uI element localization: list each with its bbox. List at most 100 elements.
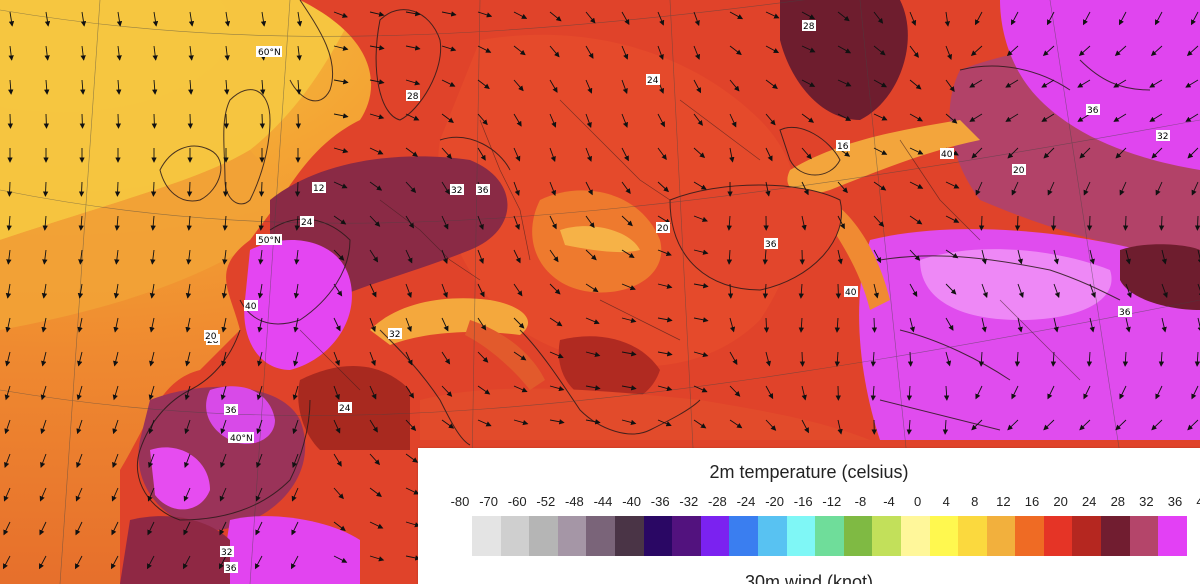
wind-arrow <box>621 283 636 291</box>
pale-desert-zone <box>920 249 1112 320</box>
wind-arrow <box>693 147 706 159</box>
wind-arrow <box>513 79 524 92</box>
wind-arrow <box>259 113 266 129</box>
mediterranean <box>420 388 870 440</box>
wind-arrow <box>293 351 299 367</box>
contour-label: 36 <box>764 238 778 250</box>
contour-label: 28 <box>802 20 816 32</box>
wind-arrow <box>835 283 842 299</box>
wind-arrow <box>693 11 700 27</box>
wind-arrow <box>693 351 709 358</box>
contour-label: 12 <box>312 182 326 194</box>
wind-arrow <box>405 215 414 229</box>
wind-arrow <box>291 521 299 536</box>
wind-arrow <box>333 249 345 261</box>
wind-arrow <box>150 181 157 197</box>
wind-arrow <box>477 113 488 126</box>
wind-arrow <box>369 181 383 191</box>
wind-arrow <box>111 521 119 536</box>
wind-arrow <box>1119 181 1127 196</box>
legend-tick-label: 4 <box>942 494 950 509</box>
wind-arrow <box>405 283 412 298</box>
wind-arrow <box>369 419 378 433</box>
wind-arrow <box>1089 317 1095 333</box>
legend-swatch <box>472 516 501 556</box>
wind-arrow <box>834 351 841 367</box>
wind-arrow <box>224 11 231 27</box>
wind-arrow <box>220 453 227 468</box>
wind-arrow <box>657 317 673 323</box>
wind-arrow <box>909 11 917 26</box>
wind-arrow <box>907 351 914 367</box>
legend-swatch <box>872 516 901 556</box>
wind-arrow <box>254 555 263 570</box>
wind-arrow <box>441 283 448 298</box>
wind-arrow <box>765 419 777 431</box>
wind-arrow <box>40 419 47 435</box>
wind-arrow <box>693 283 709 289</box>
wind-arrow <box>369 317 376 332</box>
legend-tick-label: -36 <box>650 494 670 509</box>
wind-arrow <box>296 45 302 61</box>
wind-arrow <box>39 487 47 502</box>
legend-tick-label: 0 <box>913 494 922 509</box>
wind-arrow <box>657 419 672 427</box>
wind-arrow <box>369 487 382 497</box>
alps-ridge <box>370 298 529 345</box>
contour-label: 36 <box>476 184 490 196</box>
wind-arrow <box>80 79 86 95</box>
wind-arrow <box>256 453 263 468</box>
wind-arrow <box>295 113 302 129</box>
legend-swatch <box>614 516 644 556</box>
wind-arrow <box>182 555 191 570</box>
wind-arrow <box>257 351 263 367</box>
wind-arrow <box>909 317 915 333</box>
wind-arrow <box>765 181 771 197</box>
contour-label: 36 <box>1086 104 1100 116</box>
wind-arrow <box>1191 181 1199 196</box>
legend-tick-label: 20 <box>1053 494 1068 509</box>
wind-arrow <box>6 215 12 231</box>
wind-arrow <box>6 249 12 265</box>
wind-arrow <box>981 317 987 333</box>
wind-arrow <box>1187 147 1199 159</box>
legend-tick-label: -4 <box>883 494 895 509</box>
wind-arrow <box>116 45 122 61</box>
coastlines <box>136 0 1151 521</box>
wind-arrow <box>1082 11 1091 26</box>
wind-arrow <box>729 419 743 429</box>
wind-arrow <box>974 11 983 26</box>
wind-arrow <box>585 45 594 59</box>
legend-swatch <box>958 516 987 556</box>
wind-arrow <box>873 79 887 88</box>
wind-arrow <box>6 181 13 197</box>
wind-arrow <box>1041 79 1055 88</box>
svg-text:20: 20 <box>1013 166 1025 176</box>
wind-arrow <box>873 249 882 264</box>
wind-arrow <box>729 351 738 365</box>
wind-arrow <box>763 317 770 333</box>
wind-arrow <box>1158 351 1165 367</box>
wind-arrow <box>585 147 592 162</box>
wind-arrow <box>477 215 484 230</box>
wind-arrow <box>1186 45 1199 57</box>
wind-arrow <box>221 317 227 333</box>
wind-arrow <box>369 45 385 51</box>
svg-text:40: 40 <box>845 288 857 298</box>
wind-arrow <box>78 215 84 231</box>
wind-arrow <box>405 249 413 264</box>
wind-arrow <box>148 385 155 401</box>
wind-arrow <box>369 351 376 366</box>
wind-arrow <box>333 521 346 532</box>
wind-arrow <box>111 487 119 502</box>
wind-arrow <box>147 521 155 536</box>
wind-arrow <box>296 79 302 95</box>
wind-arrow <box>1158 215 1165 231</box>
wind-arrow <box>75 521 83 536</box>
wind-arrow <box>333 283 343 297</box>
wind-arrow <box>801 181 809 196</box>
contour-label: 32 <box>1156 130 1170 142</box>
wind-arrow <box>477 45 492 53</box>
legend-tick-label: 36 <box>1167 494 1183 509</box>
